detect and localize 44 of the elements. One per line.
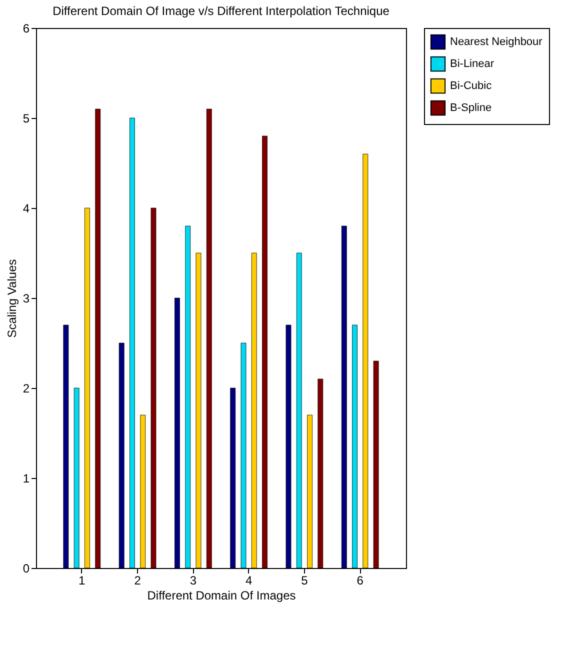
bar <box>140 414 146 568</box>
bar <box>318 378 324 568</box>
x-tick-label: 1 <box>78 574 86 588</box>
bar <box>95 108 101 568</box>
legend-label: Bi-Cubic <box>450 80 492 92</box>
bar <box>240 342 246 568</box>
bar <box>373 360 379 568</box>
bar <box>118 342 124 568</box>
x-tick-label: 3 <box>190 574 197 588</box>
x-tick-label: 4 <box>245 574 252 588</box>
bar <box>185 226 191 568</box>
bar <box>341 226 347 568</box>
bar <box>352 324 358 568</box>
legend-label: B-Spline <box>450 102 492 114</box>
y-tick-label: 1 <box>22 472 30 486</box>
y-tick-label: 6 <box>22 22 30 36</box>
y-tick-label: 4 <box>22 202 30 216</box>
x-tick-label: 2 <box>134 574 142 588</box>
x-tick-label: 6 <box>356 574 364 588</box>
y-tick-label: 3 <box>22 292 30 306</box>
y-tick-label: 5 <box>22 112 30 126</box>
bar <box>74 388 80 568</box>
y-axis-title: Scaling Values <box>4 259 19 338</box>
x-tick-label: 5 <box>301 574 308 588</box>
legend-label: Nearest Neighbour <box>450 36 543 48</box>
bar <box>206 108 212 568</box>
bar <box>230 388 236 568</box>
bar <box>84 208 90 568</box>
bar <box>262 136 268 568</box>
chart-title: Different Domain Of Image v/s Different Interpolation Technique <box>52 4 390 18</box>
y-tick-label: 2 <box>22 382 30 396</box>
bar <box>63 324 69 568</box>
bar <box>130 118 135 568</box>
y-tick-label: 0 <box>22 562 30 576</box>
x-axis-title: Different Domain Of Images <box>147 588 296 602</box>
bar <box>296 252 302 568</box>
bar <box>174 298 180 568</box>
bar <box>196 252 202 568</box>
bar <box>251 252 257 568</box>
bar <box>307 414 312 568</box>
bar <box>150 208 156 568</box>
legend-label: Bi-Linear <box>450 58 494 70</box>
bar <box>286 324 292 568</box>
bar <box>362 154 368 568</box>
